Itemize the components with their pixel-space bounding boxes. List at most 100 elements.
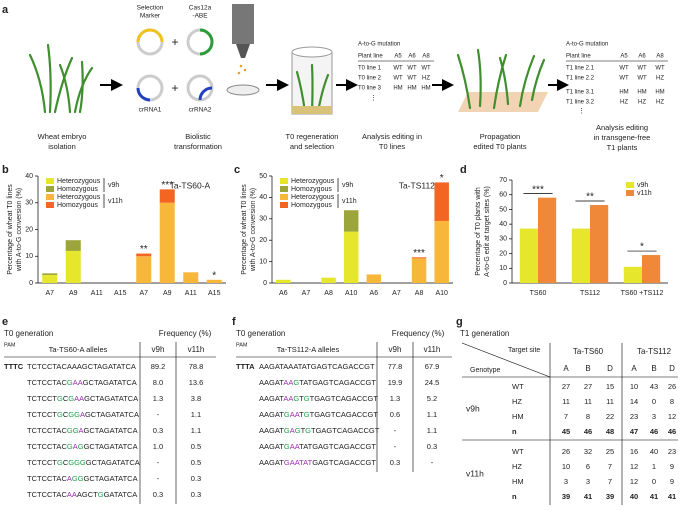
count: 27 bbox=[584, 382, 592, 391]
step-caption: Propagation bbox=[480, 132, 520, 141]
y-axis-label: Percentage of wheat T0 lines bbox=[241, 184, 248, 275]
x-tick-label: A7 bbox=[302, 290, 311, 297]
table-cell: T0 line 2 bbox=[358, 76, 382, 82]
plasmid-label: Cas12a bbox=[189, 5, 212, 12]
allele-segment: G bbox=[284, 426, 290, 435]
bar bbox=[538, 197, 557, 283]
frequency: 1.1 bbox=[191, 426, 201, 435]
allele-segment: A bbox=[290, 426, 295, 435]
table-header: Ta-TS112-A alleles bbox=[277, 345, 340, 354]
allele: TCTCCTACGGAGCTAGATATCA bbox=[27, 426, 138, 435]
significance: * bbox=[440, 173, 444, 184]
count: 48 bbox=[606, 427, 614, 436]
frequency: - bbox=[394, 442, 397, 451]
allele-segment: AAGAT bbox=[259, 442, 284, 451]
table-header: Plant line bbox=[358, 54, 383, 60]
allele-segment: AA bbox=[290, 442, 300, 451]
table-cell: WT bbox=[637, 76, 647, 82]
ellipsis: ⋮ bbox=[370, 95, 377, 102]
allele: TCTCCTACGAGGCTAGATATCA bbox=[27, 442, 138, 451]
count: 8 bbox=[586, 412, 590, 421]
allele-segment: T bbox=[299, 410, 304, 419]
site-header: Ta-TS112 bbox=[637, 347, 672, 356]
genome-header: D bbox=[607, 364, 613, 373]
table-cell: WT bbox=[393, 76, 403, 82]
allele-segment: G bbox=[304, 410, 310, 419]
allele-segment: GATATCA bbox=[104, 490, 138, 499]
legend-label: Homozygous bbox=[57, 186, 98, 193]
table-cell: HM bbox=[619, 90, 628, 96]
pam: TTTA bbox=[236, 362, 255, 371]
svg-text:+: + bbox=[171, 35, 178, 49]
site-header: Ta-TS60 bbox=[573, 347, 604, 356]
genome-header: B bbox=[651, 364, 656, 373]
table-cell: T1 line 2.1 bbox=[566, 66, 595, 72]
frequency: 1.1 bbox=[427, 410, 437, 419]
count: 12 bbox=[668, 412, 676, 421]
table-cell: WT bbox=[637, 66, 647, 72]
x-tick-label: A8 bbox=[415, 290, 424, 297]
allele-segment: TCTCCTAC bbox=[27, 426, 67, 435]
allele-segment: GCTAGATATCA bbox=[83, 378, 137, 387]
wheat-embryos bbox=[28, 43, 94, 114]
bar bbox=[590, 205, 609, 283]
frequency: 77.8 bbox=[388, 362, 403, 371]
bar-segment bbox=[343, 210, 359, 232]
bar-segment bbox=[321, 277, 336, 283]
count: 8 bbox=[670, 397, 674, 406]
y-tick-label: 30 bbox=[259, 216, 267, 223]
x-tick-label: A8 bbox=[324, 290, 333, 297]
allele-segment: AAGAT bbox=[259, 378, 284, 387]
count: 46 bbox=[584, 427, 592, 436]
allele: AAGATAAATATGAGTCAGACCGT bbox=[259, 362, 375, 371]
step-caption: transformation bbox=[174, 142, 222, 151]
bar-segment bbox=[159, 189, 175, 203]
bar bbox=[623, 266, 642, 283]
step-caption: T1 plants bbox=[607, 143, 638, 152]
y-tick-label: 20 bbox=[25, 226, 33, 233]
x-tick-label: TS60 bbox=[530, 290, 547, 297]
count: 43 bbox=[650, 382, 658, 391]
table-cell: T0 line 3 bbox=[358, 86, 382, 92]
step-caption: T0 lines bbox=[379, 142, 406, 151]
frequency: 78.8 bbox=[189, 362, 204, 371]
allele-segment: AA bbox=[290, 410, 300, 419]
y-tick-label: 40 bbox=[25, 173, 33, 180]
y-tick-label: 40 bbox=[259, 194, 267, 201]
y-tick-label: 70 bbox=[499, 177, 507, 184]
allele-segment: G bbox=[78, 442, 84, 451]
table-title: T0 generation bbox=[236, 329, 285, 338]
y-tick-label: 20 bbox=[259, 237, 267, 244]
allele-segment: TCTCCTACAAAGCTAGATATCA bbox=[27, 362, 136, 371]
allele-segment: TCTCCT bbox=[27, 458, 57, 467]
significance: *** bbox=[532, 184, 544, 195]
panel-label: d bbox=[460, 164, 467, 176]
frequency: 19.9 bbox=[388, 378, 403, 387]
plasmid-label: -ABE bbox=[192, 13, 208, 20]
genotype: HM bbox=[512, 412, 524, 421]
table-cell: HM bbox=[393, 86, 402, 92]
table-cell: WT bbox=[619, 76, 629, 82]
table-header: v11h bbox=[188, 345, 205, 354]
frequency: - bbox=[431, 458, 434, 467]
legend-swatch bbox=[46, 186, 54, 192]
x-tick-label: A10 bbox=[435, 290, 448, 297]
allele: AAGATGAATATGAGTCAGACCGT bbox=[259, 442, 376, 451]
count: 23 bbox=[668, 447, 676, 456]
frequency: 0.5 bbox=[191, 458, 201, 467]
legend-label: Heterozygous bbox=[57, 194, 101, 201]
y-tick-label: 10 bbox=[25, 253, 33, 260]
table-header: Frequency (%) bbox=[392, 329, 445, 338]
count: 41 bbox=[650, 492, 658, 501]
count: 0 bbox=[652, 397, 656, 406]
step-caption: in transgene-free bbox=[594, 133, 651, 142]
table-header: Ta-TS60-A alleles bbox=[49, 345, 108, 354]
genome-header: A bbox=[563, 364, 569, 373]
legend-swatch bbox=[46, 202, 54, 208]
count: 27 bbox=[562, 382, 570, 391]
bar bbox=[519, 228, 538, 283]
frequency: 0.3 bbox=[390, 458, 400, 467]
allele: AAGATGAATGTGAGTCAGACCGT bbox=[259, 410, 378, 419]
allele-segment: G bbox=[284, 442, 290, 451]
count: 23 bbox=[630, 412, 638, 421]
